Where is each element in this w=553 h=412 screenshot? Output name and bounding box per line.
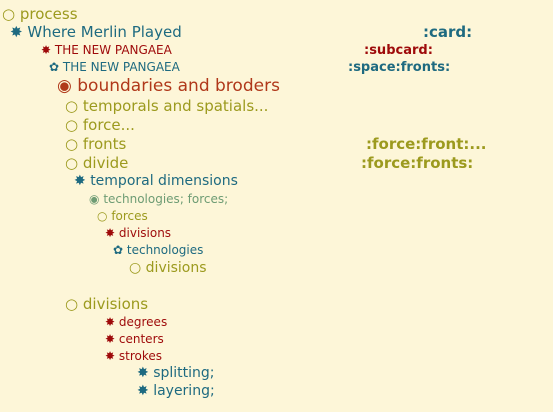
outline-node-the-new-pangaea-space[interactable]: ✿ THE NEW PANGAEA: [49, 61, 180, 73]
node-label: temporal dimensions: [90, 173, 238, 189]
node-label: layering;: [153, 383, 215, 399]
flower-bullet-icon: ✿: [113, 243, 124, 257]
outline-node-the-new-pangaea[interactable]: ✸ THE NEW PANGAEA: [41, 44, 172, 56]
outline-node-layering[interactable]: ✸ layering;: [137, 384, 215, 398]
node-label: temporals and spatials...: [82, 97, 269, 115]
node-label: splitting;: [153, 365, 215, 381]
star-bullet-icon: ✸: [105, 332, 116, 346]
node-label: strokes: [118, 349, 163, 363]
star-bullet-icon: ✸: [137, 365, 149, 381]
circle-bullet-icon: ○: [65, 154, 79, 172]
star-bullet-icon: ✸: [105, 315, 116, 329]
node-label: force...: [82, 116, 135, 134]
node-label: technologies; forces;: [103, 192, 229, 206]
outline-node-centers[interactable]: ✸ centers: [105, 333, 164, 345]
flower-bullet-icon: ✿: [49, 60, 60, 74]
circle-bullet-icon: ○: [65, 97, 79, 115]
star-bullet-icon: ✸: [137, 383, 149, 399]
circle-bullet-icon: ○: [129, 260, 142, 276]
outline-node-technologies-forces[interactable]: ◉ technologies; forces;: [89, 193, 228, 205]
outline-node-splitting[interactable]: ✸ splitting;: [137, 366, 215, 380]
outline-node-temporal-dimensions[interactable]: ✸ temporal dimensions: [74, 174, 238, 188]
outline-node-divide[interactable]: ○ divide: [65, 156, 128, 171]
outline-node-forces[interactable]: ○ forces: [97, 210, 148, 222]
node-label: divisions: [82, 295, 149, 313]
star-bullet-icon: ✸: [105, 349, 116, 363]
outline-node-degrees[interactable]: ✸ degrees: [105, 316, 167, 328]
node-tag-force-fronts: :force:fronts:: [361, 154, 474, 172]
outline-node-force[interactable]: ○ force...: [65, 118, 135, 133]
outline-node-divisions-nested[interactable]: ○ divisions: [129, 261, 207, 275]
node-tag-card: :card:: [423, 23, 473, 41]
node-label: THE NEW PANGAEA: [62, 60, 180, 74]
circle-bullet-icon: ○: [2, 5, 16, 23]
outline-node-boundaries-and-broders[interactable]: ◉ boundaries and broders: [57, 78, 280, 95]
star-bullet-icon: ✸: [10, 23, 23, 41]
circle-bullet-icon: ○: [97, 209, 108, 223]
node-label: divide: [82, 154, 129, 172]
circle-bullet-icon: ○: [65, 295, 79, 313]
circle-bullet-icon: ○: [65, 135, 79, 153]
node-tag-force-front: :force:front:...: [366, 135, 487, 153]
node-label: fronts: [82, 135, 127, 153]
node-label: degrees: [118, 315, 168, 329]
star-bullet-icon: ✸: [74, 173, 86, 189]
node-label: technologies: [126, 243, 204, 257]
filled-circle-bullet-icon: ◉: [89, 192, 100, 206]
star-bullet-icon: ✸: [41, 43, 52, 57]
node-tag-subcard: :subcard:: [364, 43, 433, 58]
star-bullet-icon: ✸: [105, 226, 116, 240]
outline-node-technologies[interactable]: ✿ technologies: [113, 244, 203, 256]
outline-node-temporals-and-spatials[interactable]: ○ temporals and spatials...: [65, 99, 268, 114]
node-label: Where Merlin Played: [27, 23, 182, 41]
circle-bullet-icon: ○: [65, 116, 79, 134]
filled-circle-bullet-icon: ◉: [57, 76, 72, 96]
node-tag-space-fronts: :space:fronts:: [348, 60, 451, 75]
outline-node-divisions[interactable]: ✸ divisions: [105, 227, 171, 239]
node-label: THE NEW PANGAEA: [54, 43, 172, 57]
node-label: boundaries and broders: [77, 76, 280, 96]
outline-node-divisions-top[interactable]: ○ divisions: [65, 297, 148, 312]
node-label: divisions: [118, 226, 172, 240]
outline-node-fronts[interactable]: ○ fronts: [65, 137, 126, 152]
outline-node-process[interactable]: ○ process: [2, 7, 78, 22]
node-label: centers: [118, 332, 164, 346]
node-label: forces: [111, 209, 148, 223]
outline-node-strokes[interactable]: ✸ strokes: [105, 350, 162, 362]
node-label: process: [19, 5, 78, 23]
node-label: divisions: [145, 260, 207, 276]
outline-node-where-merlin-played[interactable]: ✸ Where Merlin Played: [10, 25, 182, 40]
